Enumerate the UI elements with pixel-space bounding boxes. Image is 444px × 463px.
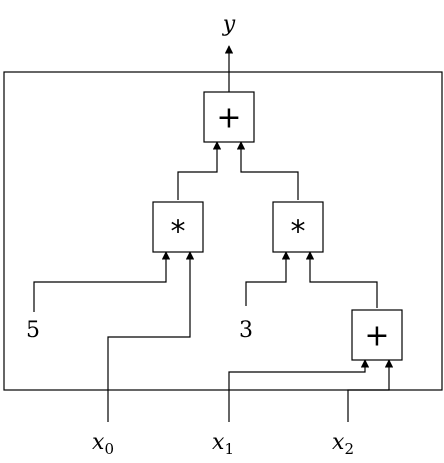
wire-right-mul-to-top-add [236, 141, 299, 200]
top-add-symbol: + [216, 101, 241, 136]
right-mul-symbol: * [291, 215, 306, 250]
wire-x1-to-bottom-add [228, 359, 370, 422]
top-add-node: + [203, 91, 255, 143]
outer-frame [3, 71, 443, 391]
right-mul-node: * [272, 201, 324, 253]
input-x0: x0 [92, 430, 114, 458]
wire-x0-to-left-mul [107, 251, 195, 422]
constant-5: 5 [26, 318, 40, 343]
bottom-add-node: + [351, 309, 403, 361]
left-mul-node: * [152, 201, 204, 253]
bottom-add-symbol: + [364, 319, 389, 354]
wire-const-3-to-right-mul [245, 251, 291, 306]
constant-3: 3 [239, 318, 253, 343]
left-mul-symbol: * [171, 215, 186, 250]
output-label: y [222, 12, 236, 37]
wire-x2-to-bottom-add [347, 359, 394, 422]
wire-const-5-to-left-mul [33, 251, 171, 312]
wire-bottom-add-to-right-mul [305, 251, 378, 308]
input-x1: x1 [212, 430, 234, 458]
input-x2: x2 [332, 430, 354, 458]
wire-left-mul-to-top-add [177, 141, 222, 200]
